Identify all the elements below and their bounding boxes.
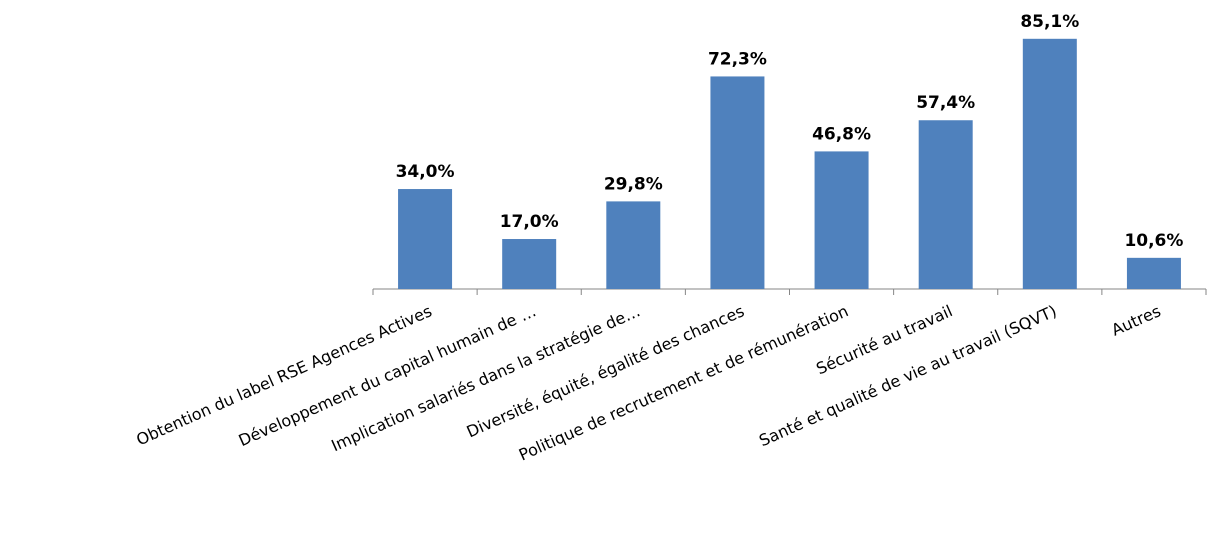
bar (606, 201, 661, 289)
bar (710, 76, 765, 289)
data-label: 17,0% (500, 212, 559, 232)
bar (502, 239, 557, 289)
data-label: 29,8% (604, 174, 663, 194)
data-label: 85,1% (1020, 12, 1079, 32)
bar (1022, 38, 1077, 289)
data-label: 72,3% (708, 49, 767, 69)
data-label: 34,0% (396, 162, 455, 182)
bar (398, 189, 453, 289)
bar (814, 151, 869, 289)
bar (918, 120, 973, 289)
bar (1126, 257, 1181, 289)
data-label: 10,6% (1124, 231, 1183, 251)
data-label: 57,4% (916, 93, 975, 113)
data-label: 46,8% (812, 124, 871, 144)
x-tick-label: Autres (1109, 301, 1164, 339)
